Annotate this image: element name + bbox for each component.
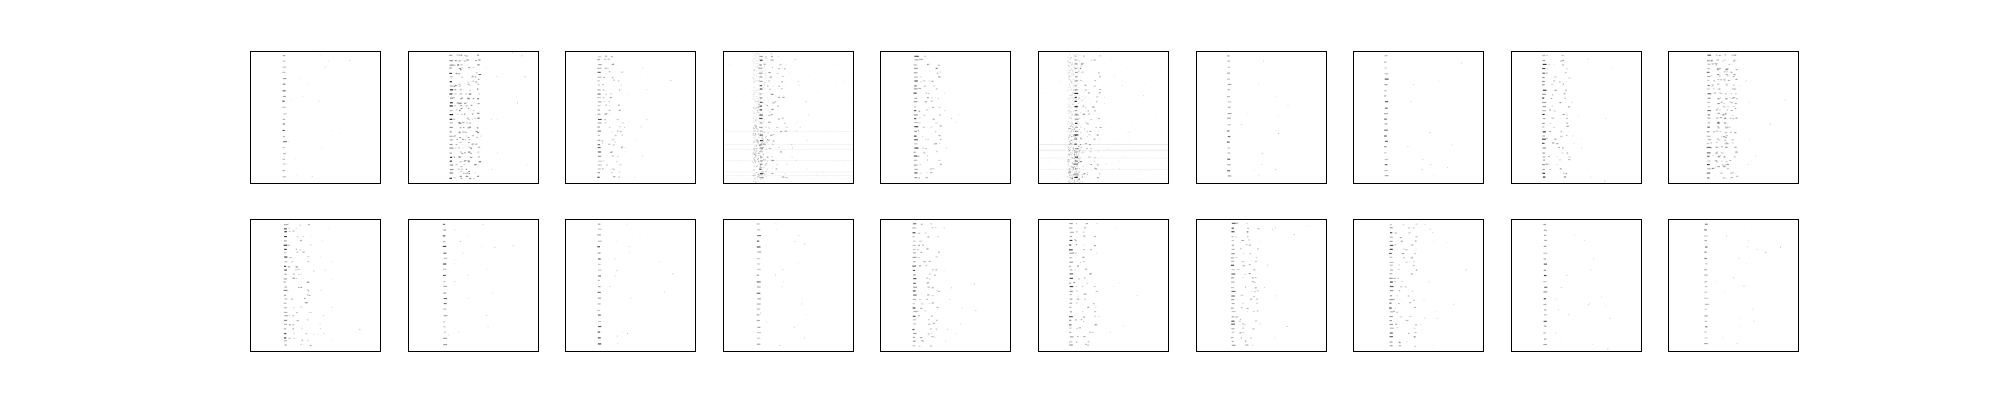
panel-texture: [1226, 55, 1289, 177]
image-panel-r2-c4: [722, 219, 854, 352]
panel-texture: [282, 54, 350, 178]
panel-texture: [1068, 222, 1138, 346]
panel-texture: [756, 220, 807, 346]
panel-texture: [1384, 55, 1462, 177]
panel-texture: [1389, 223, 1467, 347]
image-panel-r1-c5: [880, 51, 1012, 184]
image-panel-r1-c10: [1668, 51, 1800, 184]
panel-texture: [442, 223, 514, 346]
panel-texture: [1541, 54, 1613, 182]
image-panel-r1-c2: [407, 51, 539, 184]
panel-texture: [1707, 54, 1787, 180]
image-panel-r2-c9: [1510, 219, 1642, 352]
panel-texture: [597, 55, 672, 178]
image-panel-r1-c6: [1038, 51, 1169, 184]
panel-texture: [448, 52, 527, 180]
panel-texture: [1039, 52, 1168, 183]
panel-texture: [1543, 223, 1611, 350]
image-panel-r1-c8: [1353, 51, 1485, 184]
panel-texture: [913, 55, 964, 179]
panel-texture: [283, 223, 361, 347]
image-panel-r2-c1: [250, 219, 381, 352]
panel-texture: [723, 52, 853, 183]
image-panel-r1-c3: [565, 51, 697, 184]
image-panel-r1-c7: [1195, 51, 1327, 184]
panel-texture: [1230, 222, 1308, 346]
image-panel-r2-c6: [1038, 219, 1169, 352]
image-panel-r2-c10: [1668, 219, 1800, 352]
image-panel-r2-c3: [565, 219, 697, 352]
panel-texture: [1704, 223, 1782, 345]
image-panel-r1-c1: [250, 51, 381, 184]
image-panel-r1-c4: [722, 51, 854, 184]
image-panel-r1-c9: [1510, 51, 1642, 184]
image-panel-r2-c8: [1353, 219, 1485, 352]
image-panel-r2-c7: [1195, 219, 1327, 352]
panel-texture: [597, 223, 674, 345]
image-panel-r2-c2: [407, 219, 539, 352]
image-panel-r2-c5: [880, 219, 1012, 352]
panel-texture: [912, 223, 977, 347]
